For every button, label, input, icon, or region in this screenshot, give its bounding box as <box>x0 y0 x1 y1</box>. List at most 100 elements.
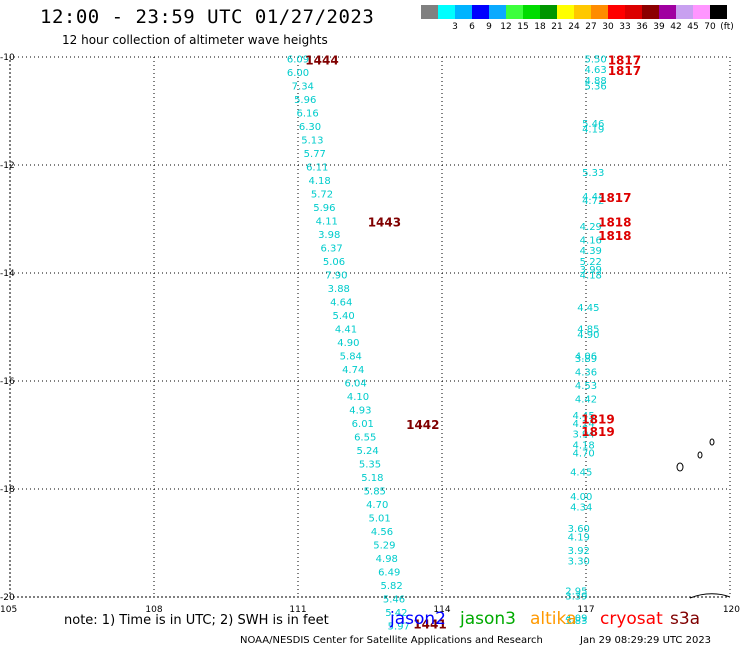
wave-height-label: 4.42 <box>575 395 597 406</box>
lat-tick-label: -12 <box>0 161 15 171</box>
wave-height-label: 3.98 <box>318 230 340 241</box>
color-legend <box>421 5 727 19</box>
lon-tick-label: 120 <box>723 605 740 615</box>
wave-height-label: 6.16 <box>296 108 318 119</box>
wave-height-label: 4.19 <box>568 532 590 543</box>
page-subtitle: 12 hour collection of altimeter wave hei… <box>62 33 328 47</box>
time-label: 1818 <box>598 215 631 229</box>
wave-height-label: 5.85 <box>364 486 386 497</box>
wave-height-label: 5.50 <box>584 54 606 65</box>
wave-height-label: 4.45 <box>572 411 594 422</box>
wave-height-label: 4.74 <box>342 365 364 376</box>
wave-height-label: 5.01 <box>368 513 390 524</box>
wave-height-label: 3.88 <box>328 284 350 295</box>
wave-height-label: 5.46 <box>582 119 604 130</box>
satellite-altika: altika <box>530 609 577 629</box>
legend-label: 12 <box>500 22 512 32</box>
legend-label: 33 <box>619 22 631 32</box>
time-label: 1817 <box>608 64 641 78</box>
time-label: 1442 <box>406 418 439 432</box>
time-label: 1443 <box>368 215 401 229</box>
wave-height-label: 3.94 <box>572 430 594 441</box>
wave-height-label: 4.19 <box>582 125 604 136</box>
island-shape <box>676 462 684 472</box>
wave-height-label: 6.01 <box>352 419 374 430</box>
track-b: 5.504.634.885.365.464.195.334.444.724.29… <box>565 54 606 627</box>
wave-height-label: 6.30 <box>299 122 321 133</box>
wave-height-label: 4.70 <box>572 449 594 460</box>
time-labels: 1444144314421441181718171817181818181819… <box>305 53 641 631</box>
wave-height-label: 3.83 <box>565 616 587 627</box>
wave-height-label: 5.72 <box>311 189 333 200</box>
legend-label: 6 <box>469 22 475 32</box>
map-axes: 105 108 111 114 117 120 -10 -12 -14 -16 -18 -20 <box>0 53 740 615</box>
wave-height-label: 4.29 <box>580 222 602 233</box>
wave-height-label: 4.44 <box>582 192 604 203</box>
legend-swatch <box>523 5 540 19</box>
legend-label: 9 <box>486 22 492 32</box>
legend-swatch <box>693 5 710 19</box>
legend-swatch <box>472 5 489 19</box>
wave-height-label: 6.11 <box>306 162 328 173</box>
legend-label: 36 <box>636 22 648 32</box>
legend-label: 45 <box>687 22 699 32</box>
wave-height-label: 5.97 <box>388 621 410 632</box>
wave-height-label: 2.95 <box>565 586 587 597</box>
legend-label: 3 <box>452 22 458 32</box>
legend-swatch <box>608 5 625 19</box>
wave-height-label: 5.36 <box>584 81 606 92</box>
page-title: 12:00 - 23:59 UTC 01/27/2023 <box>40 6 375 28</box>
lat-tick-label: -10 <box>0 53 15 63</box>
wave-height-label: 4.16 <box>580 235 602 246</box>
satellite-jason3: jason3 <box>460 609 516 629</box>
legend-swatch <box>591 5 608 19</box>
wave-height-label: 4.06 <box>575 351 597 362</box>
legend-swatch <box>574 5 591 19</box>
wave-height-label: 5.96 <box>313 203 335 214</box>
legend-label: 70 <box>704 22 716 32</box>
legend-swatch <box>438 5 455 19</box>
lat-tick-label: -18 <box>0 485 15 495</box>
wave-height-label: 3.99 <box>580 265 602 276</box>
wave-height-label: 4.98 <box>376 554 398 565</box>
wave-height-label: 6.04 <box>344 378 366 389</box>
legend-swatch <box>710 5 727 19</box>
wave-height-label: 4.36 <box>575 368 597 379</box>
time-label: 1817 <box>608 53 641 67</box>
wave-height-label: 4.11 <box>316 216 338 227</box>
lat-tick-label: -20 <box>0 593 15 603</box>
legend-label: 24 <box>568 22 580 32</box>
wave-height-label: 3.30 <box>568 557 590 568</box>
legend-swatch <box>642 5 659 19</box>
wave-height-label: 5.13 <box>301 135 323 146</box>
wave-height-label: 4.00 <box>570 492 592 503</box>
wave-height-label: 6.09 <box>287 54 309 65</box>
island-shape <box>709 438 715 446</box>
time-label: 1817 <box>598 191 631 205</box>
wave-height-label: 4.10 <box>347 392 369 403</box>
satellite-s3a: s3a <box>670 609 701 629</box>
footer-note: note: 1) Time is in UTC; 2) SWH is in fe… <box>64 613 329 628</box>
wave-height-label: 7.34 <box>292 81 314 92</box>
legend-swatch <box>506 5 523 19</box>
wave-height-label: 5.84 <box>340 351 362 362</box>
legend-label: 21 <box>551 22 563 32</box>
wave-height-label: 4.85 <box>577 324 599 335</box>
wave-height-label: 4.72 <box>582 196 604 207</box>
wave-height-label: 5.29 <box>373 540 395 551</box>
wave-height-label: 4.63 <box>584 65 606 76</box>
lon-tick-label: 105 <box>0 605 17 615</box>
legend-label: 39 <box>653 22 665 32</box>
wave-height-label: 5.46 <box>383 594 405 605</box>
coastline <box>676 438 731 599</box>
wave-height-label: 6.37 <box>320 243 342 254</box>
wave-height-label: 4.88 <box>584 76 606 87</box>
wave-height-label: 5.18 <box>361 473 383 484</box>
wave-height-label: 4.90 <box>337 338 359 349</box>
wave-height-label: 3.89 <box>575 354 597 365</box>
time-label: 1818 <box>598 229 631 243</box>
legend-label: (ft) <box>720 22 734 32</box>
wave-height-label: 4.45 <box>570 468 592 479</box>
legend-swatch <box>489 5 506 19</box>
